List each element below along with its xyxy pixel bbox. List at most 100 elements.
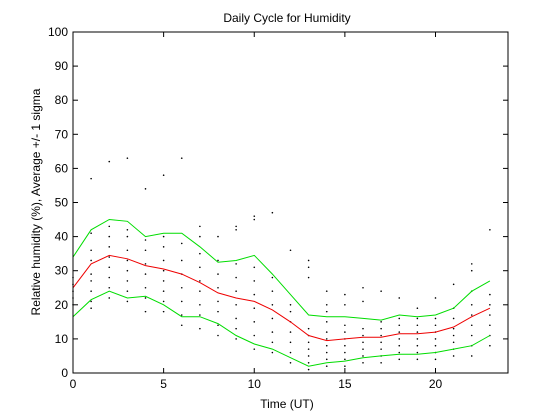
scatter-point xyxy=(253,218,256,221)
scatter-point xyxy=(289,351,292,354)
scatter-point xyxy=(199,235,201,238)
scatter-point xyxy=(253,307,256,310)
scatter-point xyxy=(362,355,364,357)
scatter-point xyxy=(108,235,111,238)
scatter-point xyxy=(289,341,292,344)
scatter-point xyxy=(199,280,201,282)
scatter-point xyxy=(398,338,401,340)
scatter-point xyxy=(235,304,237,306)
scatter-point xyxy=(344,365,346,367)
scatter-point xyxy=(416,351,419,354)
scatter-point xyxy=(162,174,165,177)
scatter-point xyxy=(289,331,292,333)
scatter-point xyxy=(307,348,310,350)
scatter-point xyxy=(325,331,328,333)
scatter-point xyxy=(235,327,237,330)
scatter-point xyxy=(307,341,310,344)
scatter-point xyxy=(434,358,437,361)
scatter-point xyxy=(452,355,455,357)
scatter-point xyxy=(217,310,219,313)
scatter-point xyxy=(434,338,437,340)
scatter-point xyxy=(398,297,401,299)
y-tick-label: 80 xyxy=(55,93,69,107)
scatter-point xyxy=(253,348,256,350)
scatter-point xyxy=(362,286,364,289)
scatter-point xyxy=(235,228,237,231)
scatter-point xyxy=(126,228,129,231)
scatter-point xyxy=(307,327,310,330)
y-tick-label: 20 xyxy=(55,298,69,312)
scatter-point xyxy=(362,361,364,364)
scatter-point xyxy=(434,317,437,320)
scatter-point xyxy=(325,290,328,292)
scatter-point xyxy=(325,365,328,367)
scatter-point xyxy=(199,304,201,306)
scatter-point xyxy=(126,259,129,262)
scatter-point xyxy=(289,249,292,252)
scatter-point xyxy=(344,304,346,306)
scatter-point xyxy=(108,286,111,289)
scatter-point xyxy=(235,290,237,292)
scatter-point xyxy=(144,263,147,265)
scatter-point xyxy=(199,314,201,316)
scatter-point xyxy=(180,300,183,303)
scatter-point xyxy=(344,293,346,296)
scatter-point xyxy=(217,235,219,238)
scatter-point xyxy=(162,290,165,292)
scatter-point xyxy=(199,252,201,255)
x-axis-label: Time (UT) xyxy=(260,397,314,411)
scatter-point xyxy=(90,290,92,292)
scatter-point xyxy=(489,293,491,296)
scatter-point xyxy=(126,235,129,238)
y-tick-label: 90 xyxy=(55,59,69,73)
scatter-point xyxy=(416,331,419,333)
scatter-point xyxy=(90,232,92,234)
scatter-point xyxy=(470,334,473,337)
scatter-point xyxy=(253,280,256,282)
scatter-point xyxy=(380,290,382,292)
scatter-point xyxy=(253,266,256,269)
scatter-point xyxy=(289,304,292,306)
scatter-point xyxy=(470,355,473,357)
axis-ticks: 0 5 10 15 20 0 10 20 30 40 50 60 70 80 90 100 xyxy=(48,25,508,391)
scatter-point xyxy=(253,321,256,323)
scatter-point xyxy=(271,341,274,344)
scatter-point xyxy=(380,334,382,337)
scatter-point xyxy=(380,361,382,364)
scatter-point xyxy=(452,317,455,320)
scatter-point xyxy=(199,327,201,330)
scatter-point xyxy=(325,358,328,361)
scatter-point xyxy=(253,334,256,337)
scatter-point xyxy=(398,351,401,354)
x-tick-label: 15 xyxy=(338,377,352,391)
scatter-point xyxy=(489,324,491,327)
scatter-point xyxy=(162,280,165,282)
scatter-point xyxy=(162,269,165,272)
scatter-point xyxy=(489,228,491,231)
scatter-point xyxy=(162,235,165,238)
y-tick-label: 100 xyxy=(48,25,68,39)
scatter-point xyxy=(108,297,111,299)
scatter-point xyxy=(271,304,274,306)
scatter-point xyxy=(235,276,237,279)
scatter-point xyxy=(90,307,92,310)
scatter-point xyxy=(380,327,382,330)
scatter-point xyxy=(253,215,256,217)
scatter-point xyxy=(307,276,310,279)
scatter-point xyxy=(126,269,129,272)
scatter-point xyxy=(344,351,346,354)
scatter-point xyxy=(108,276,111,279)
scatter-point xyxy=(162,300,165,303)
scatter-point xyxy=(271,211,274,214)
scatter-point xyxy=(470,304,473,306)
scatter-point xyxy=(325,321,328,323)
scatter-point xyxy=(235,225,237,228)
chart-title: Daily Cycle for Humidity xyxy=(223,11,350,25)
scatter-point xyxy=(271,290,274,292)
scatter-point xyxy=(108,246,111,248)
scatter-point xyxy=(434,297,437,299)
scatter-point xyxy=(380,348,382,350)
scatter-point xyxy=(452,334,455,337)
